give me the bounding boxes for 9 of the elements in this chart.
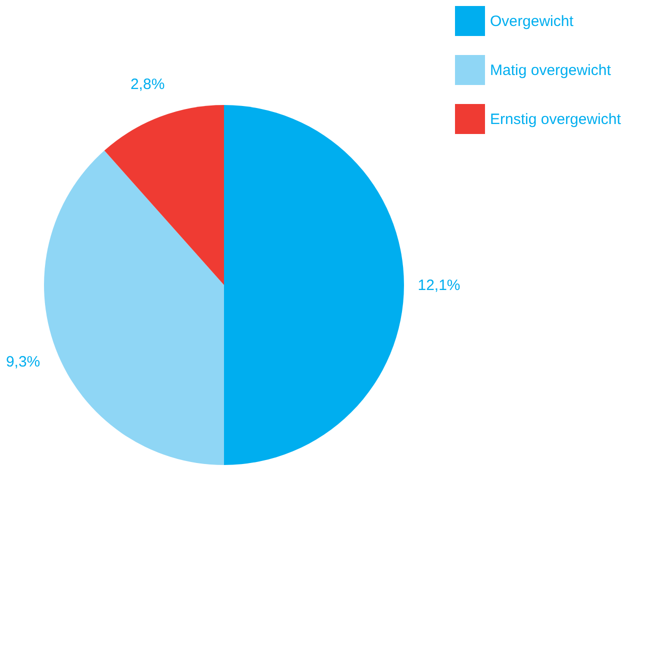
pie-slice xyxy=(224,105,404,465)
data-label: 9,3% xyxy=(6,353,40,370)
pie-slice xyxy=(44,150,224,465)
data-label: 2,8% xyxy=(130,76,165,94)
data-label: 12,1% xyxy=(418,277,460,294)
legend-label: Matig overgewicht xyxy=(490,62,612,79)
legend-label: Overgewicht xyxy=(490,13,574,30)
pie-slice xyxy=(104,105,224,285)
legend-label: Ernstig overgewicht xyxy=(490,111,622,128)
